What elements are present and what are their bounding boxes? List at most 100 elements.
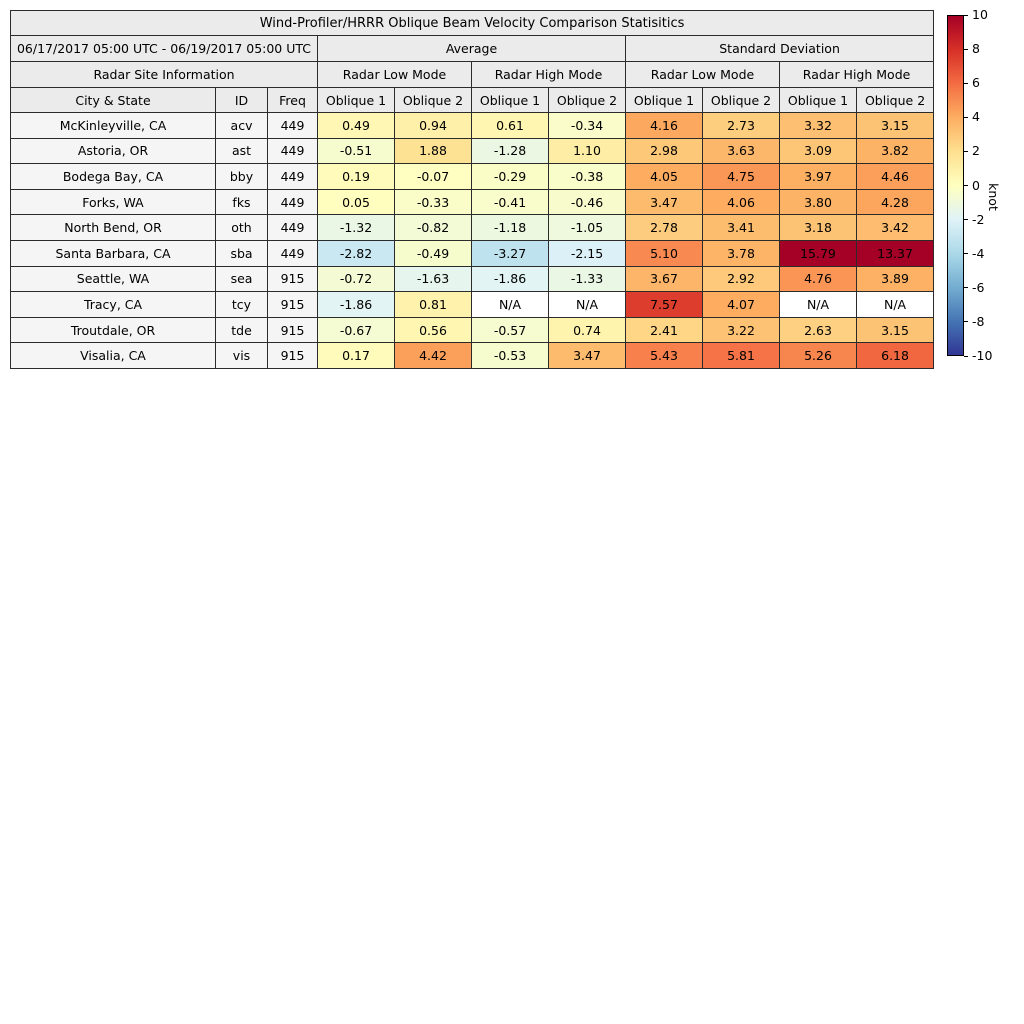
value-cell: -1.86 [471, 265, 549, 293]
value-cell: 0.05 [317, 188, 395, 216]
id-cell: bby [215, 163, 268, 190]
value-cell: -1.63 [394, 265, 472, 293]
value-cell: 5.10 [625, 239, 703, 267]
value-cell: 3.32 [779, 112, 857, 139]
value-cell: -1.32 [317, 214, 395, 241]
value-cell: 2.73 [702, 112, 780, 139]
title-row: Wind-Profiler/HRRR Oblique Beam Velocity… [9, 10, 935, 36]
value-cell: 4.16 [625, 112, 703, 139]
colorbar-gradient [947, 15, 964, 356]
value-cell: 3.42 [855, 214, 935, 241]
colorbar-tick-label: -4 [972, 245, 985, 261]
freq-cell: 915 [267, 342, 318, 369]
value-cell: -0.29 [471, 163, 549, 190]
value-cell: 3.78 [702, 239, 780, 267]
value-cell: N/A [471, 291, 549, 318]
table-row: Visalia, CA vis 915 0.17 4.42 -0.53 3.47 5.43 5.… [10, 342, 935, 369]
colorbar-tick-mark [964, 116, 968, 118]
value-cell: 0.61 [471, 112, 549, 139]
freq-cell: 915 [267, 291, 318, 318]
freq-cell: 449 [267, 188, 318, 216]
value-cell: 3.41 [702, 214, 780, 241]
value-cell: 2.92 [702, 265, 780, 293]
id-cell: vis [215, 342, 268, 369]
table-row: North Bend, OR oth 449 -1.32 -0.82 -1.18 -1.05… [10, 214, 935, 241]
col-header-oblique1: Oblique 1 [471, 87, 549, 113]
value-cell: 3.47 [548, 342, 626, 369]
colorbar-axis-label: knot [986, 183, 1001, 211]
id-cell: fks [215, 188, 268, 216]
freq-cell: 449 [267, 137, 318, 165]
value-cell: 4.76 [779, 265, 857, 293]
city-cell: Tracy, CA [10, 291, 216, 318]
value-cell: -0.51 [317, 137, 395, 165]
colorbar-tick-label: 10 [972, 6, 988, 22]
value-cell: -3.27 [471, 239, 549, 267]
value-cell: 3.67 [625, 265, 703, 293]
freq-cell: 449 [267, 112, 318, 139]
colorbar-tick-mark [964, 321, 968, 323]
value-cell: 4.05 [625, 163, 703, 190]
col-header-oblique2: Oblique 2 [855, 87, 935, 113]
colorbar-tick-mark [964, 14, 968, 16]
col-header-oblique1: Oblique 1 [317, 87, 395, 113]
table-row: McKinleyville, CA acv 449 0.49 0.94 0.61 -0.34… [10, 112, 935, 139]
colorbar-tick-mark [964, 82, 968, 84]
freq-cell: 449 [267, 239, 318, 267]
value-cell: 0.56 [394, 316, 472, 344]
city-cell: Forks, WA [10, 188, 216, 216]
value-cell: N/A [855, 291, 935, 318]
value-cell: -0.34 [548, 112, 626, 139]
colorbar-tick-label: -2 [972, 211, 985, 227]
table-row: Santa Barbara, CA sba 449 -2.82 -0.49 -3.27 -2… [10, 239, 935, 267]
value-cell: -0.53 [471, 342, 549, 369]
value-cell: 0.81 [394, 291, 472, 318]
value-cell: 15.79 [779, 239, 857, 267]
city-cell: Astoria, OR [10, 137, 216, 165]
value-cell: 3.15 [855, 112, 935, 139]
value-cell: 6.18 [855, 342, 935, 369]
colorbar-tick-label: 8 [972, 40, 980, 56]
value-cell: 3.15 [855, 316, 935, 344]
value-cell: 4.28 [855, 188, 935, 216]
value-cell: 3.80 [779, 188, 857, 216]
value-cell: 3.82 [855, 137, 935, 165]
col-header-oblique1: Oblique 1 [625, 87, 703, 113]
id-cell: oth [215, 214, 268, 241]
value-cell: 2.41 [625, 316, 703, 344]
value-cell: -0.67 [317, 316, 395, 344]
colorbar-tick-mark [964, 287, 968, 289]
value-cell: -0.46 [548, 188, 626, 216]
table-title: Wind-Profiler/HRRR Oblique Beam Velocity… [9, 10, 935, 36]
value-cell: -1.86 [317, 291, 395, 318]
value-cell: 5.81 [702, 342, 780, 369]
value-cell: 0.19 [317, 163, 395, 190]
value-cell: -1.33 [548, 265, 626, 293]
mode-header-std-low: Radar Low Mode [625, 61, 780, 88]
id-cell: tde [215, 316, 268, 344]
date-range: 06/17/2017 05:00 UTC - 06/19/2017 05:00 … [10, 35, 318, 62]
value-cell: 3.09 [779, 137, 857, 165]
value-cell: 3.22 [702, 316, 780, 344]
colorbar-tick-mark [964, 253, 968, 255]
id-cell: ast [215, 137, 268, 165]
value-cell: 4.75 [702, 163, 780, 190]
mode-header-std-high: Radar High Mode [778, 61, 935, 88]
colorbar-tick-label: 6 [972, 74, 980, 90]
table-body: McKinleyville, CA acv 449 0.49 0.94 0.61 -0.34… [10, 112, 935, 369]
id-cell: tcy [215, 291, 268, 318]
city-cell: Seattle, WA [10, 265, 216, 293]
colorbar-tick-label: 2 [972, 143, 980, 159]
col-header-city: City & State [10, 87, 216, 113]
value-cell: -1.05 [548, 214, 626, 241]
value-cell: 4.07 [702, 291, 780, 318]
table-row: Tracy, CA tcy 915 -1.86 0.81 N/A N/A 7.57 4.07 N/… [10, 291, 935, 318]
value-cell: -1.18 [471, 214, 549, 241]
colorbar-tick-label: 0 [972, 177, 980, 193]
colorbar-tick-mark [964, 219, 968, 221]
value-cell: -0.57 [471, 316, 549, 344]
value-cell: 3.18 [779, 214, 857, 241]
value-cell: N/A [548, 291, 626, 318]
value-cell: 5.26 [779, 342, 857, 369]
